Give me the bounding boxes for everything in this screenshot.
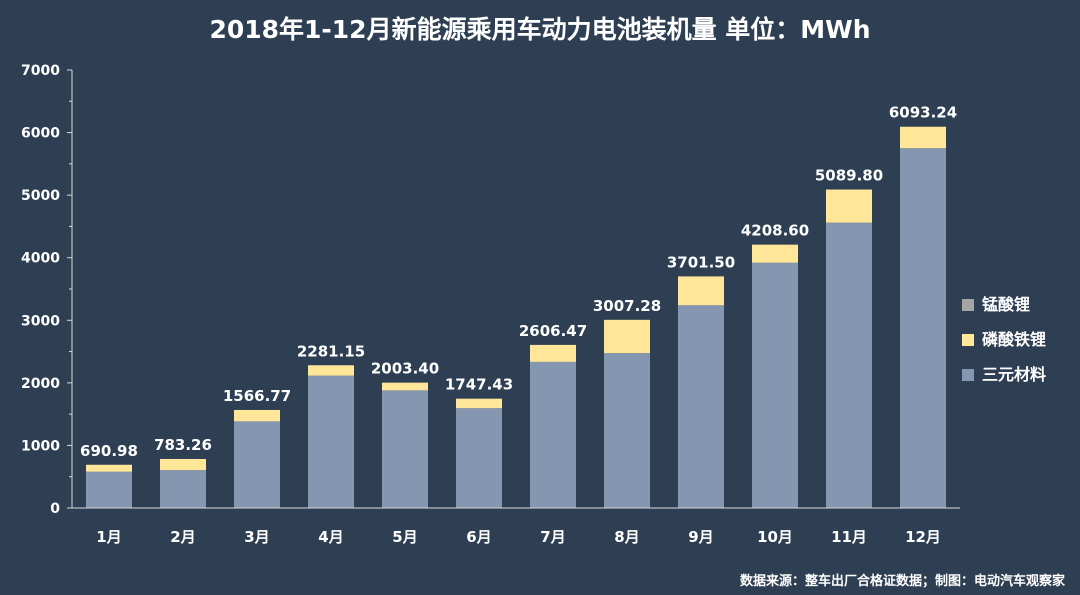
legend-swatch (962, 334, 974, 346)
bar-segment (308, 365, 354, 376)
x-tick-label: 6月 (466, 528, 491, 546)
y-tick-label: 7000 (21, 63, 60, 79)
y-tick-label: 6000 (21, 126, 60, 142)
bar-segment (160, 458, 206, 471)
legend-swatch (962, 369, 974, 381)
total-label: 2281.15 (297, 342, 365, 360)
bar-segment (456, 408, 502, 508)
bar-segment (604, 353, 650, 508)
legend-label: 磷酸铁锂 (982, 330, 1046, 349)
total-label: 783.26 (154, 436, 212, 454)
total-label: 1747.43 (445, 376, 513, 394)
legend-label: 三元材料 (982, 365, 1046, 384)
y-tick-label: 2000 (21, 376, 60, 392)
x-tick-label: 5月 (392, 528, 417, 546)
x-tick-label: 1月 (96, 528, 121, 546)
total-label: 6093.24 (889, 104, 957, 122)
y-axis: 0 1000 2000 3000 4000 5000 6000 7000 (21, 63, 73, 517)
bar-segment (826, 222, 872, 508)
x-tick-label: 2月 (170, 528, 195, 546)
y-tick-label: 5000 (21, 188, 60, 204)
bar-segment (678, 305, 724, 508)
bars: 690.98 783.26 1566.77 2281.15 2003.40 1747.43… (80, 104, 957, 508)
total-label: 3701.50 (667, 253, 735, 271)
x-axis: 1月 2月 3月 4月 5月 6月 7月 8月 9月 10月 11月 12月 (72, 507, 960, 546)
bar-segment (86, 471, 132, 508)
x-tick-label: 8月 (614, 528, 639, 546)
chart-title: 2018年1-12月新能源乘用车动力电池装机量 单位：MWh (209, 15, 870, 44)
bar-segment (900, 126, 946, 149)
y-tick-label: 1000 (21, 438, 60, 454)
x-tick-label: 4月 (318, 528, 343, 546)
x-tick-label: 12月 (905, 528, 941, 546)
y-tick-label: 4000 (21, 251, 60, 267)
bar-segment (678, 276, 724, 306)
bar-segment (382, 390, 428, 508)
legend-swatch (962, 299, 974, 311)
bar-segment (752, 262, 798, 508)
bar-segment (530, 361, 576, 508)
x-tick-label: 11月 (831, 528, 867, 546)
x-tick-label: 7月 (540, 528, 565, 546)
bar-segment (160, 470, 206, 508)
total-label: 1566.77 (223, 387, 291, 405)
y-tick-label: 0 (50, 501, 60, 517)
total-label: 3007.28 (593, 297, 661, 315)
legend-label: 锰酸锂 (982, 295, 1030, 314)
bar-segment (234, 409, 280, 422)
bar-segment (234, 421, 280, 508)
total-label: 4208.60 (741, 222, 809, 240)
bar-segment (826, 189, 872, 223)
total-label: 2606.47 (519, 322, 587, 340)
bar-segment (604, 319, 650, 354)
y-tick-label: 3000 (21, 313, 60, 329)
bar-segment (900, 148, 946, 508)
bar-segment (86, 464, 132, 472)
x-tick-label: 9月 (688, 528, 713, 546)
source-note: 数据来源：整车出厂合格证数据；制图：电动汽车观察家 (740, 573, 1066, 589)
x-tick-label: 10月 (757, 528, 793, 546)
bar-segment (456, 398, 502, 409)
total-label: 5089.80 (815, 167, 883, 185)
bar-segment (530, 344, 576, 362)
total-label: 690.98 (80, 442, 138, 460)
bar-segment (308, 375, 354, 508)
bar-segment (382, 382, 428, 391)
total-label: 2003.40 (371, 360, 439, 378)
bar-segment (752, 244, 798, 263)
x-tick-label: 3月 (244, 528, 269, 546)
